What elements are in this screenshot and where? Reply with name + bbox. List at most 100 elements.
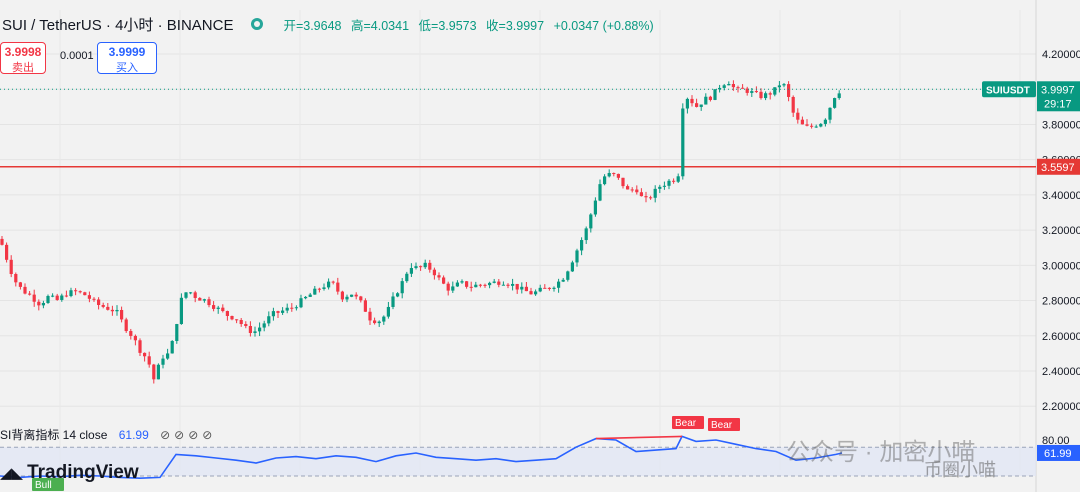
candle-up xyxy=(653,188,657,198)
symbol-tag: SUIUSDT xyxy=(986,85,1030,96)
candle-down xyxy=(290,307,294,309)
candle-up xyxy=(271,311,275,317)
candle-down xyxy=(221,307,225,312)
candle-down xyxy=(83,292,87,296)
candle-down xyxy=(759,91,763,99)
candle-down xyxy=(621,177,625,187)
candle-down xyxy=(133,335,137,341)
candle-up xyxy=(184,292,188,298)
candle-down xyxy=(446,283,450,291)
candle-down xyxy=(635,189,639,193)
candle-down xyxy=(124,319,128,332)
indicator-legend[interactable]: SI背离指标 14 close 61.99 ⊘⊘⊘⊘ xyxy=(0,426,216,443)
candle-up xyxy=(837,93,841,99)
y-tick-label: 3.80000 xyxy=(1042,119,1080,131)
candle-down xyxy=(244,324,248,327)
buy-button[interactable]: 3.9999 买入 xyxy=(97,42,157,74)
candle-down xyxy=(432,269,436,276)
candle-down xyxy=(5,244,9,260)
symbol-title[interactable]: SUI / TetherUS · 4小时 · BINANCE xyxy=(2,16,234,34)
candle-up xyxy=(667,180,671,186)
candle-up xyxy=(423,262,427,268)
candle-down xyxy=(506,284,510,286)
candle-down xyxy=(120,309,124,320)
sell-button[interactable]: 3.9998 卖出 xyxy=(0,42,46,74)
candles xyxy=(0,80,1036,384)
candle-down xyxy=(805,124,809,126)
candle-up xyxy=(566,271,570,280)
candle-down xyxy=(543,287,547,289)
symbol-tag-bg xyxy=(982,81,1036,98)
rsi-line xyxy=(0,435,843,480)
candle-up xyxy=(713,89,717,100)
candle-down xyxy=(745,88,749,93)
rsi-tick-label: 80.00 xyxy=(1042,435,1070,447)
candle-up xyxy=(833,98,837,108)
divergence-label-bg xyxy=(672,416,704,429)
candle-up xyxy=(377,321,381,324)
candle-down xyxy=(791,96,795,113)
candle-up xyxy=(718,87,722,90)
market-open-icon xyxy=(251,18,264,30)
candle-down xyxy=(800,119,804,125)
candle-down xyxy=(87,295,91,299)
candle-down xyxy=(317,288,321,290)
candle-down xyxy=(497,281,501,285)
candle-up xyxy=(777,85,781,88)
candle-up xyxy=(460,281,464,283)
candle-up xyxy=(828,107,832,120)
candle-up xyxy=(511,283,515,286)
candle-up xyxy=(782,84,786,86)
candle-up xyxy=(285,307,289,311)
candle-up xyxy=(409,268,413,274)
candle-up xyxy=(189,292,193,294)
candle-up xyxy=(166,353,170,359)
candle-down xyxy=(442,277,446,284)
open-value: 开=3.9648 xyxy=(283,18,342,33)
candle-down xyxy=(276,311,280,313)
candle-down xyxy=(478,284,482,286)
candle-up xyxy=(764,93,768,99)
candle-up xyxy=(322,287,326,289)
indicator-label: SI背离指标 14 close xyxy=(0,428,108,442)
candle-down xyxy=(428,262,432,270)
y-tick-label: 3.00000 xyxy=(1042,260,1080,272)
candle-down xyxy=(14,273,18,283)
candle-down xyxy=(465,281,469,287)
candle-down xyxy=(483,284,487,286)
indicator-settings-icon[interactable]: ⊘⊘⊘⊘ xyxy=(160,428,217,442)
candle-down xyxy=(101,305,105,307)
divergence-label: Bear xyxy=(675,418,697,429)
last-price-tag: 3.9997 xyxy=(1041,84,1075,96)
y-tick-label: 2.80000 xyxy=(1042,296,1080,308)
y-tick-label: 4.20000 xyxy=(1042,49,1080,61)
candle-down xyxy=(736,87,740,89)
candle-up xyxy=(561,279,565,282)
candle-down xyxy=(529,291,533,295)
account-watermark-2: 币圈小喵 xyxy=(924,460,996,480)
candle-down xyxy=(55,295,59,300)
hline-tag-bg xyxy=(1037,158,1080,175)
candle-down xyxy=(193,292,197,298)
candle-up xyxy=(69,290,73,297)
candle-down xyxy=(235,319,239,321)
tradingview-logo: ◢◣ TradingView xyxy=(0,462,139,483)
candle-up xyxy=(262,323,266,328)
candle-down xyxy=(515,283,519,290)
candle-down xyxy=(754,91,758,93)
candle-down xyxy=(787,84,791,97)
candle-down xyxy=(630,189,634,191)
candle-up xyxy=(704,96,708,105)
price-tags: SUIUSDT 3.9997 29:17 3.5597 61.99 xyxy=(982,81,1080,461)
candle-up xyxy=(386,306,390,317)
buy-price: 3.9999 xyxy=(108,45,146,59)
candle-up xyxy=(281,310,285,313)
candle-up xyxy=(819,123,823,127)
candle-down xyxy=(672,180,676,182)
divergence-label-bg xyxy=(32,478,64,491)
candle-down xyxy=(239,319,243,325)
candle-up xyxy=(662,185,666,187)
candle-down xyxy=(649,197,653,199)
candle-down xyxy=(695,103,699,107)
